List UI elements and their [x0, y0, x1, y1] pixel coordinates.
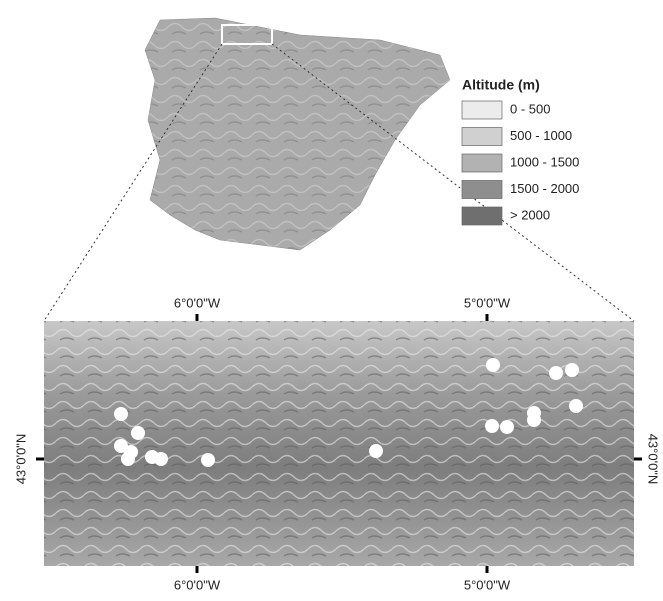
site [114, 407, 128, 421]
legend-swatch [462, 207, 502, 225]
legend-label: 0 - 500 [510, 101, 550, 116]
site [486, 358, 500, 372]
legend-label: > 2000 [510, 207, 550, 222]
lat-label: 43°0'0"N [13, 434, 28, 485]
legend-swatch [462, 154, 502, 172]
inset-relief [44, 321, 634, 566]
peninsula-relief [145, 18, 450, 250]
site [500, 420, 514, 434]
lat-label: 43°0'0"N [646, 434, 661, 485]
legend-title: Altitude (m) [462, 77, 540, 93]
site [369, 444, 383, 458]
site [131, 426, 145, 440]
legend-label: 1000 - 1500 [510, 154, 579, 169]
site [565, 363, 579, 377]
lon-label: 5°0'0"W [464, 577, 511, 592]
site [485, 419, 499, 433]
lon-label: 6°0'0"W [174, 577, 221, 592]
legend-swatch [462, 128, 502, 146]
lon-label: 5°0'0"W [464, 295, 511, 310]
lon-label: 6°0'0"W [174, 295, 221, 310]
map-figure: Altitude (m) 0 - 500 500 - 1000 1000 - 150… [0, 0, 663, 601]
legend-label: 1500 - 2000 [510, 181, 579, 196]
site [154, 452, 168, 466]
legend-label: 500 - 1000 [510, 128, 572, 143]
site [527, 413, 541, 427]
site [569, 399, 583, 413]
site [201, 453, 215, 467]
legend-swatch [462, 101, 502, 119]
site [121, 452, 135, 466]
legend-swatch [462, 181, 502, 199]
site [549, 366, 563, 380]
